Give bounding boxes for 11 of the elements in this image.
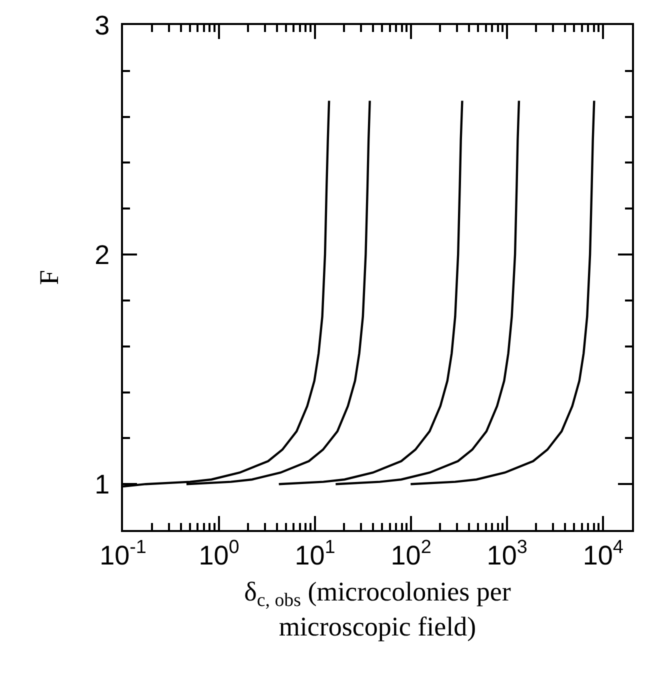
y-tick-label: 1 <box>94 470 110 500</box>
x-tick-label: 10$^{2}$ <box>390 537 432 570</box>
y-tick-label: 3 <box>94 10 110 40</box>
y-axis-title: F <box>34 270 64 286</box>
x-axis-title: δ$_{c, obs}$ (microcolonies per microscopic field) <box>244 576 511 642</box>
x-tick-label: 10$^{1}$ <box>294 537 336 570</box>
y-tick-label: 2 <box>94 240 110 270</box>
x-tick-label: 10$^{4}$ <box>582 537 624 570</box>
x-tick-label: 10$^{-1}$ <box>100 537 146 570</box>
x-tick-label: 10$^{0}$ <box>198 537 240 570</box>
x-tick-label: 10$^{3}$ <box>486 537 528 570</box>
